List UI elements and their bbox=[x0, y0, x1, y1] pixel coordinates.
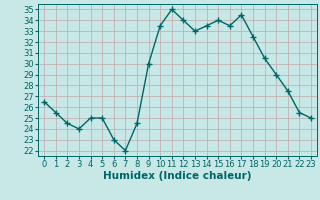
X-axis label: Humidex (Indice chaleur): Humidex (Indice chaleur) bbox=[103, 171, 252, 181]
